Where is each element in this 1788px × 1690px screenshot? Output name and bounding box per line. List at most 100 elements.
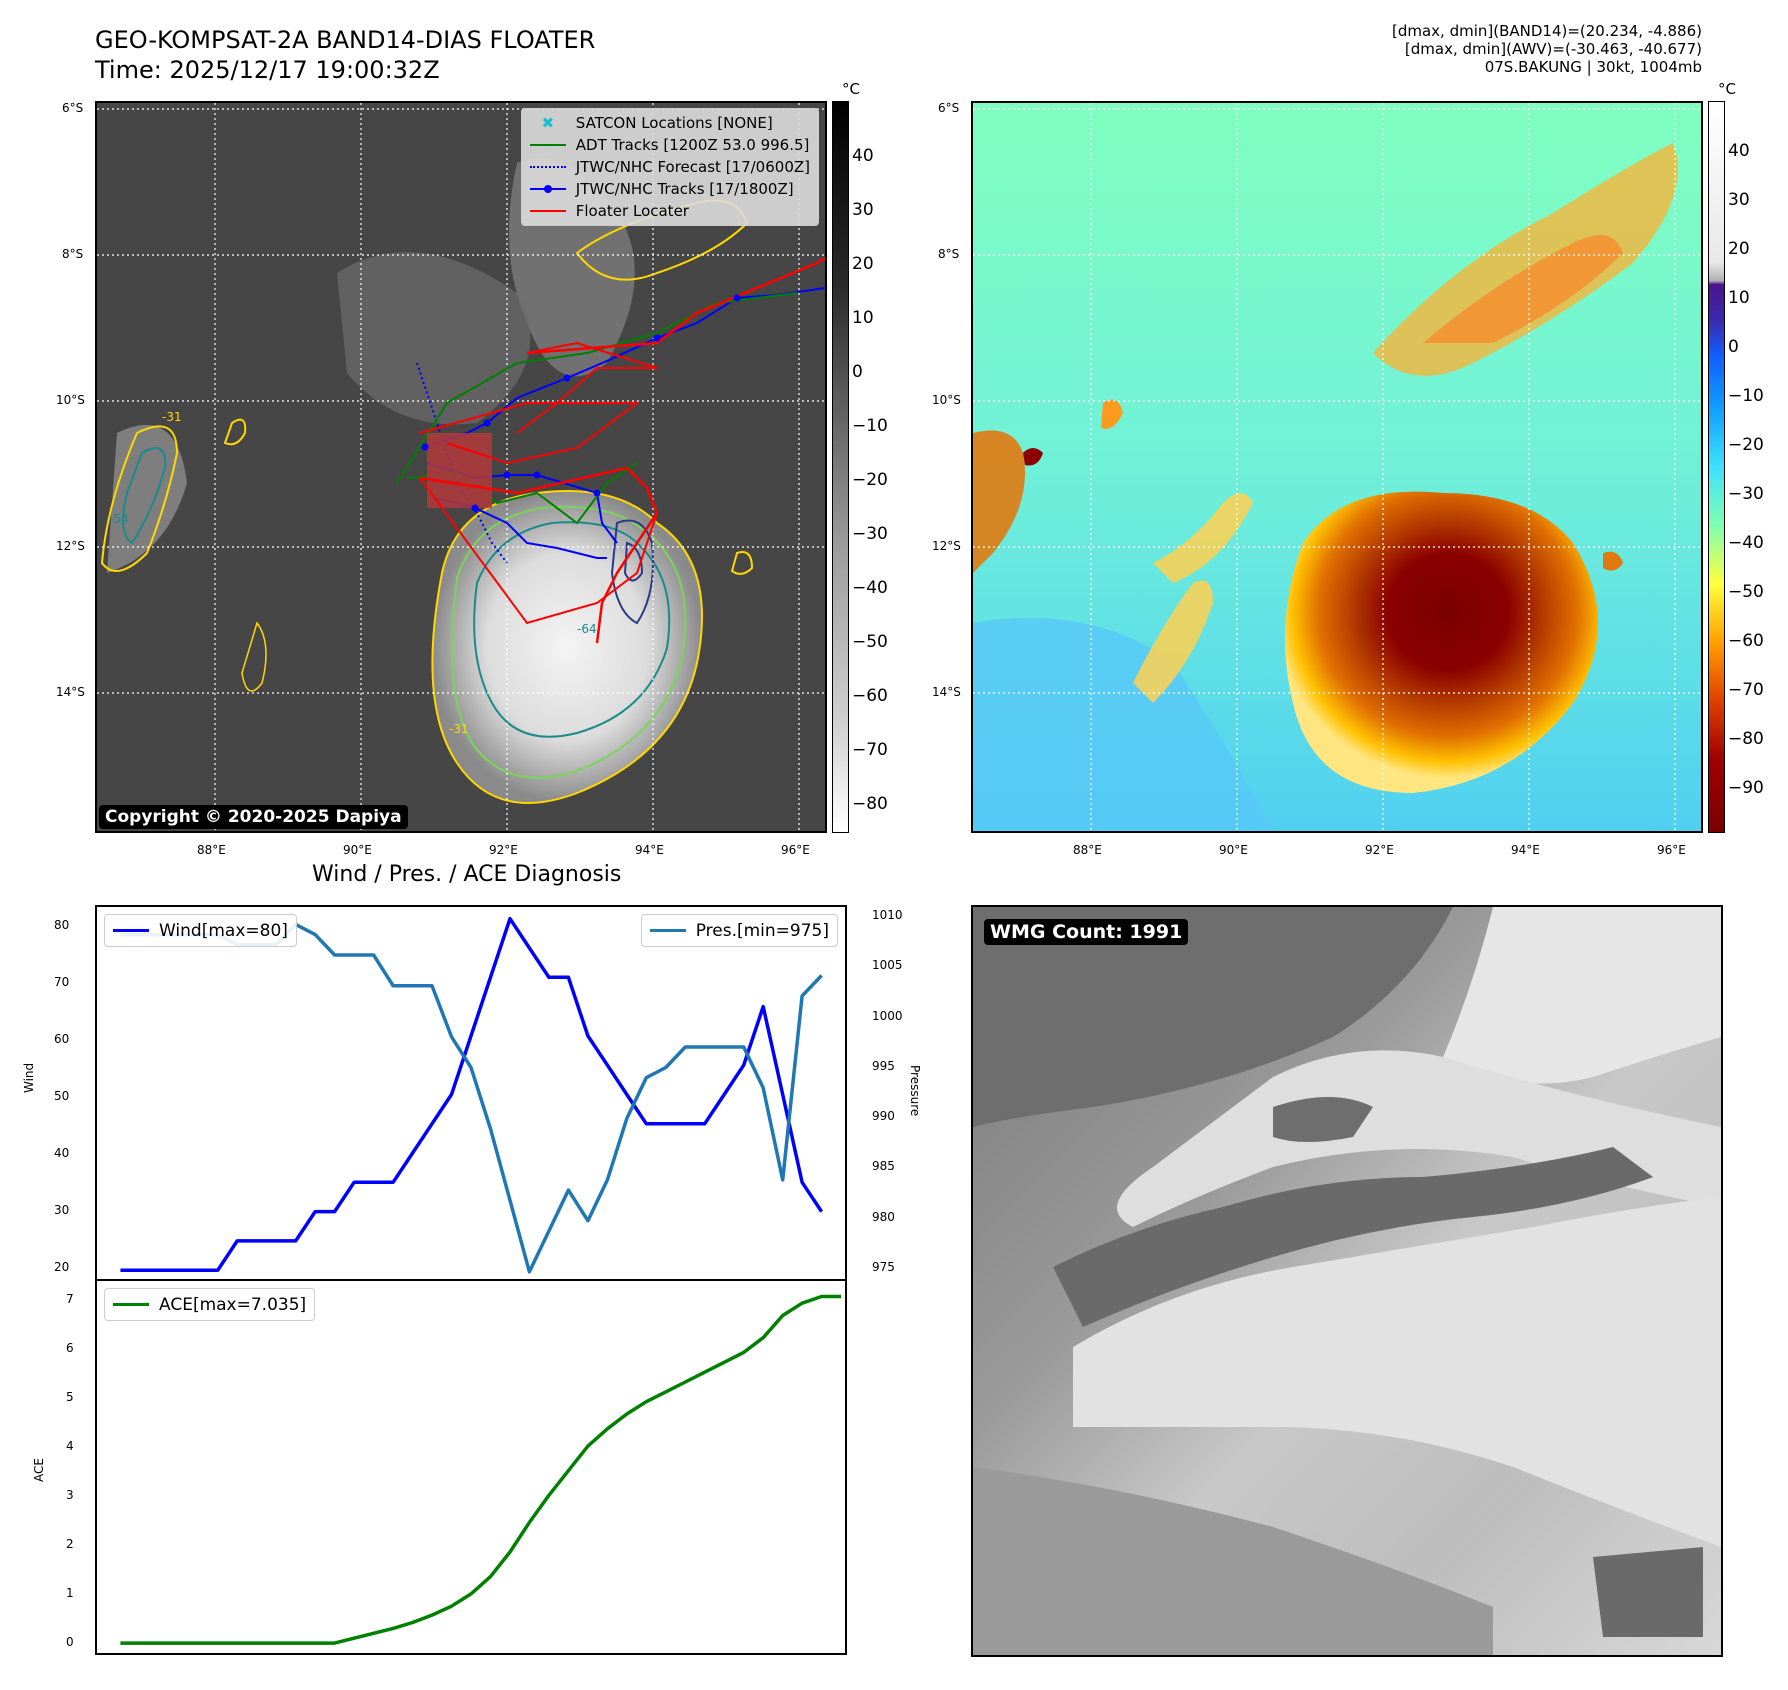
colorbar-tick-label: 30 — [852, 200, 874, 220]
wind-tick-label: 60 — [54, 1032, 70, 1046]
line-swatch-icon — [113, 929, 149, 932]
ace-plot: ACE[max=7.035] — [95, 1279, 847, 1655]
colorbar-tick-label: 20 — [1728, 239, 1750, 259]
wind-tick-label: 50 — [54, 1089, 70, 1103]
wind-legend: Wind[max=80] — [104, 914, 297, 947]
lon-label: 90°E — [343, 843, 372, 857]
wind-series-line — [120, 916, 824, 1272]
x-marker-icon: ✖ — [541, 114, 555, 132]
pressure-tick-label: 980 — [872, 1209, 895, 1224]
line-swatch-icon — [113, 1303, 149, 1306]
marker-line-swatch-icon — [529, 185, 566, 193]
ace-tick-label: 4 — [66, 1439, 74, 1453]
ace-series-line — [120, 1294, 842, 1645]
figure-time: Time: 2025/12/17 19:00:32Z — [95, 56, 440, 84]
colorbar-tick-label: 40 — [852, 146, 874, 166]
pressure-tick-label: 990 — [872, 1109, 895, 1124]
line-swatch-icon — [529, 144, 566, 146]
ir-colorbar — [832, 101, 849, 833]
colorbar-tick-label: 10 — [1728, 288, 1750, 308]
colorbar-tick-label: 10 — [852, 308, 874, 328]
colorbar-tick-label: −40 — [1728, 533, 1764, 553]
ir-colorbar-unit: °C — [842, 80, 860, 98]
colorbar-tick-label: −60 — [852, 686, 888, 706]
wind-tick-label: 20 — [54, 1260, 70, 1274]
lat-label: 8°S — [938, 247, 960, 261]
colorbar-tick-label: 0 — [852, 362, 863, 382]
pressure-series-line — [120, 922, 823, 1274]
diagnosis-title: Wind / Pres. / ACE Diagnosis — [312, 862, 622, 887]
ace-tick-label: 2 — [66, 1537, 74, 1551]
lat-label: 6°S — [62, 101, 84, 115]
colorbar-tick-label: −40 — [852, 578, 888, 598]
pressure-tick-label: 1000 — [872, 1008, 903, 1023]
lat-label: 14°S — [932, 685, 961, 699]
legend-item-satcon: ✖ SATCON Locations [NONE] — [522, 112, 818, 134]
lon-label: 88°E — [197, 843, 226, 857]
ace-tick-label: 7 — [66, 1292, 74, 1306]
colorbar-tick-label: −10 — [1728, 386, 1764, 406]
ace-legend: ACE[max=7.035] — [104, 1288, 316, 1321]
legend-item-forecast: JTWC/NHC Forecast [17/0600Z] — [522, 156, 818, 178]
contour-label: -31 — [449, 722, 469, 736]
copyright-badge: Copyright © 2020-2025 Dapiya — [99, 805, 408, 829]
wmg-svg — [973, 907, 1721, 1655]
ace-tick-label: 5 — [66, 1390, 74, 1404]
wv-map-svg — [973, 103, 1701, 831]
colorbar-tick-label: −60 — [1728, 631, 1764, 651]
stats-block: [dmax, dmin](BAND14)=(20.234, -4.886) [d… — [1392, 22, 1702, 76]
colorbar-tick-label: 40 — [1728, 141, 1750, 161]
ace-tick-label: 0 — [66, 1635, 74, 1649]
lon-label: 92°E — [489, 843, 518, 857]
legend-item-tracks: JTWC/NHC Tracks [17/1800Z] — [522, 178, 818, 200]
stats-storm: 07S.BAKUNG | 30kt, 1004mb — [1484, 58, 1702, 76]
ace-tick-label: 1 — [66, 1586, 74, 1600]
pressure-tick-label: 975 — [872, 1260, 895, 1274]
colorbar-tick-label: −80 — [1728, 729, 1764, 749]
lat-label: 12°S — [56, 539, 85, 553]
lat-label: 12°S — [932, 539, 961, 553]
line-swatch-icon — [529, 210, 566, 212]
wmg-panel: WMG Count: 1991 — [971, 905, 1723, 1657]
ir-legend: ✖ SATCON Locations [NONE] ADT Tracks [12… — [520, 108, 819, 226]
ace-svg — [120, 1294, 842, 1645]
wind-tick-label: 30 — [54, 1203, 70, 1217]
lon-label: 90°E — [1219, 843, 1248, 857]
wmg-count-badge: WMG Count: 1991 — [984, 919, 1189, 945]
colorbar-tick-label: 30 — [1728, 190, 1750, 210]
figure-title: GEO-KOMPSAT-2A BAND14-DIAS FLOATER — [95, 26, 596, 54]
pressure-tick-label: 1005 — [872, 958, 903, 973]
wind-tick-label: 40 — [54, 1146, 70, 1160]
lat-label: 6°S — [938, 101, 960, 115]
colorbar-tick-label: −50 — [1728, 582, 1764, 602]
lon-label: 88°E — [1073, 843, 1102, 857]
colorbar-tick-label: 0 — [1728, 337, 1739, 357]
lon-label: 96°E — [1657, 843, 1686, 857]
stats-band14: [dmax, dmin](BAND14)=(20.234, -4.886) — [1391, 22, 1702, 40]
lon-label: 96°E — [781, 843, 810, 857]
lat-label: 10°S — [932, 393, 961, 407]
ace-axis-label: ACE — [32, 1458, 46, 1482]
wind-tick-label: 70 — [54, 975, 70, 989]
wind-pressure-plot: Wind[max=80] Pres.[min=975] — [95, 905, 847, 1281]
stats-awv: [dmax, dmin](AWV)=(-30.463, -40.677) — [1404, 40, 1702, 58]
legend-item-floater: Floater Locater — [522, 200, 818, 222]
pressure-tick-label: 985 — [872, 1159, 895, 1174]
colorbar-tick-label: −10 — [852, 416, 888, 436]
ace-tick-label: 3 — [66, 1488, 74, 1502]
contour-label: -31 — [162, 410, 182, 424]
dotted-line-swatch-icon — [529, 166, 566, 168]
wv-map-panel — [971, 101, 1703, 833]
lon-label: 94°E — [1511, 843, 1540, 857]
colorbar-tick-label: −80 — [852, 794, 888, 814]
wv-colorbar-unit: °C — [1718, 80, 1736, 98]
colorbar-tick-label: −20 — [1728, 435, 1764, 455]
colorbar-tick-label: −70 — [1728, 680, 1764, 700]
colorbar-tick-label: −50 — [852, 632, 888, 652]
lat-label: 14°S — [56, 685, 85, 699]
colorbar-tick-label: −20 — [852, 470, 888, 490]
legend-item-adt: ADT Tracks [1200Z 53.0 996.5] — [522, 134, 818, 156]
wind-axis-label: Wind — [22, 1062, 36, 1093]
pressure-tick-label: 995 — [872, 1058, 895, 1073]
line-swatch-icon — [649, 929, 686, 932]
